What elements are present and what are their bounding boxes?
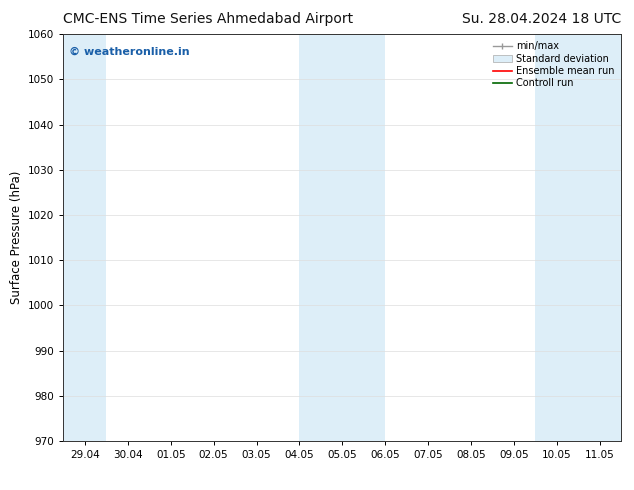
- Text: Su. 28.04.2024 18 UTC: Su. 28.04.2024 18 UTC: [462, 12, 621, 26]
- Text: © weatheronline.in: © weatheronline.in: [69, 47, 190, 56]
- Bar: [63, 34, 107, 441]
- Y-axis label: Surface Pressure (hPa): Surface Pressure (hPa): [10, 171, 23, 304]
- Text: CMC-ENS Time Series Ahmedabad Airport: CMC-ENS Time Series Ahmedabad Airport: [63, 12, 354, 26]
- Bar: [299, 34, 385, 441]
- Legend: min/max, Standard deviation, Ensemble mean run, Controll run: min/max, Standard deviation, Ensemble me…: [489, 37, 618, 92]
- Bar: [536, 34, 634, 441]
